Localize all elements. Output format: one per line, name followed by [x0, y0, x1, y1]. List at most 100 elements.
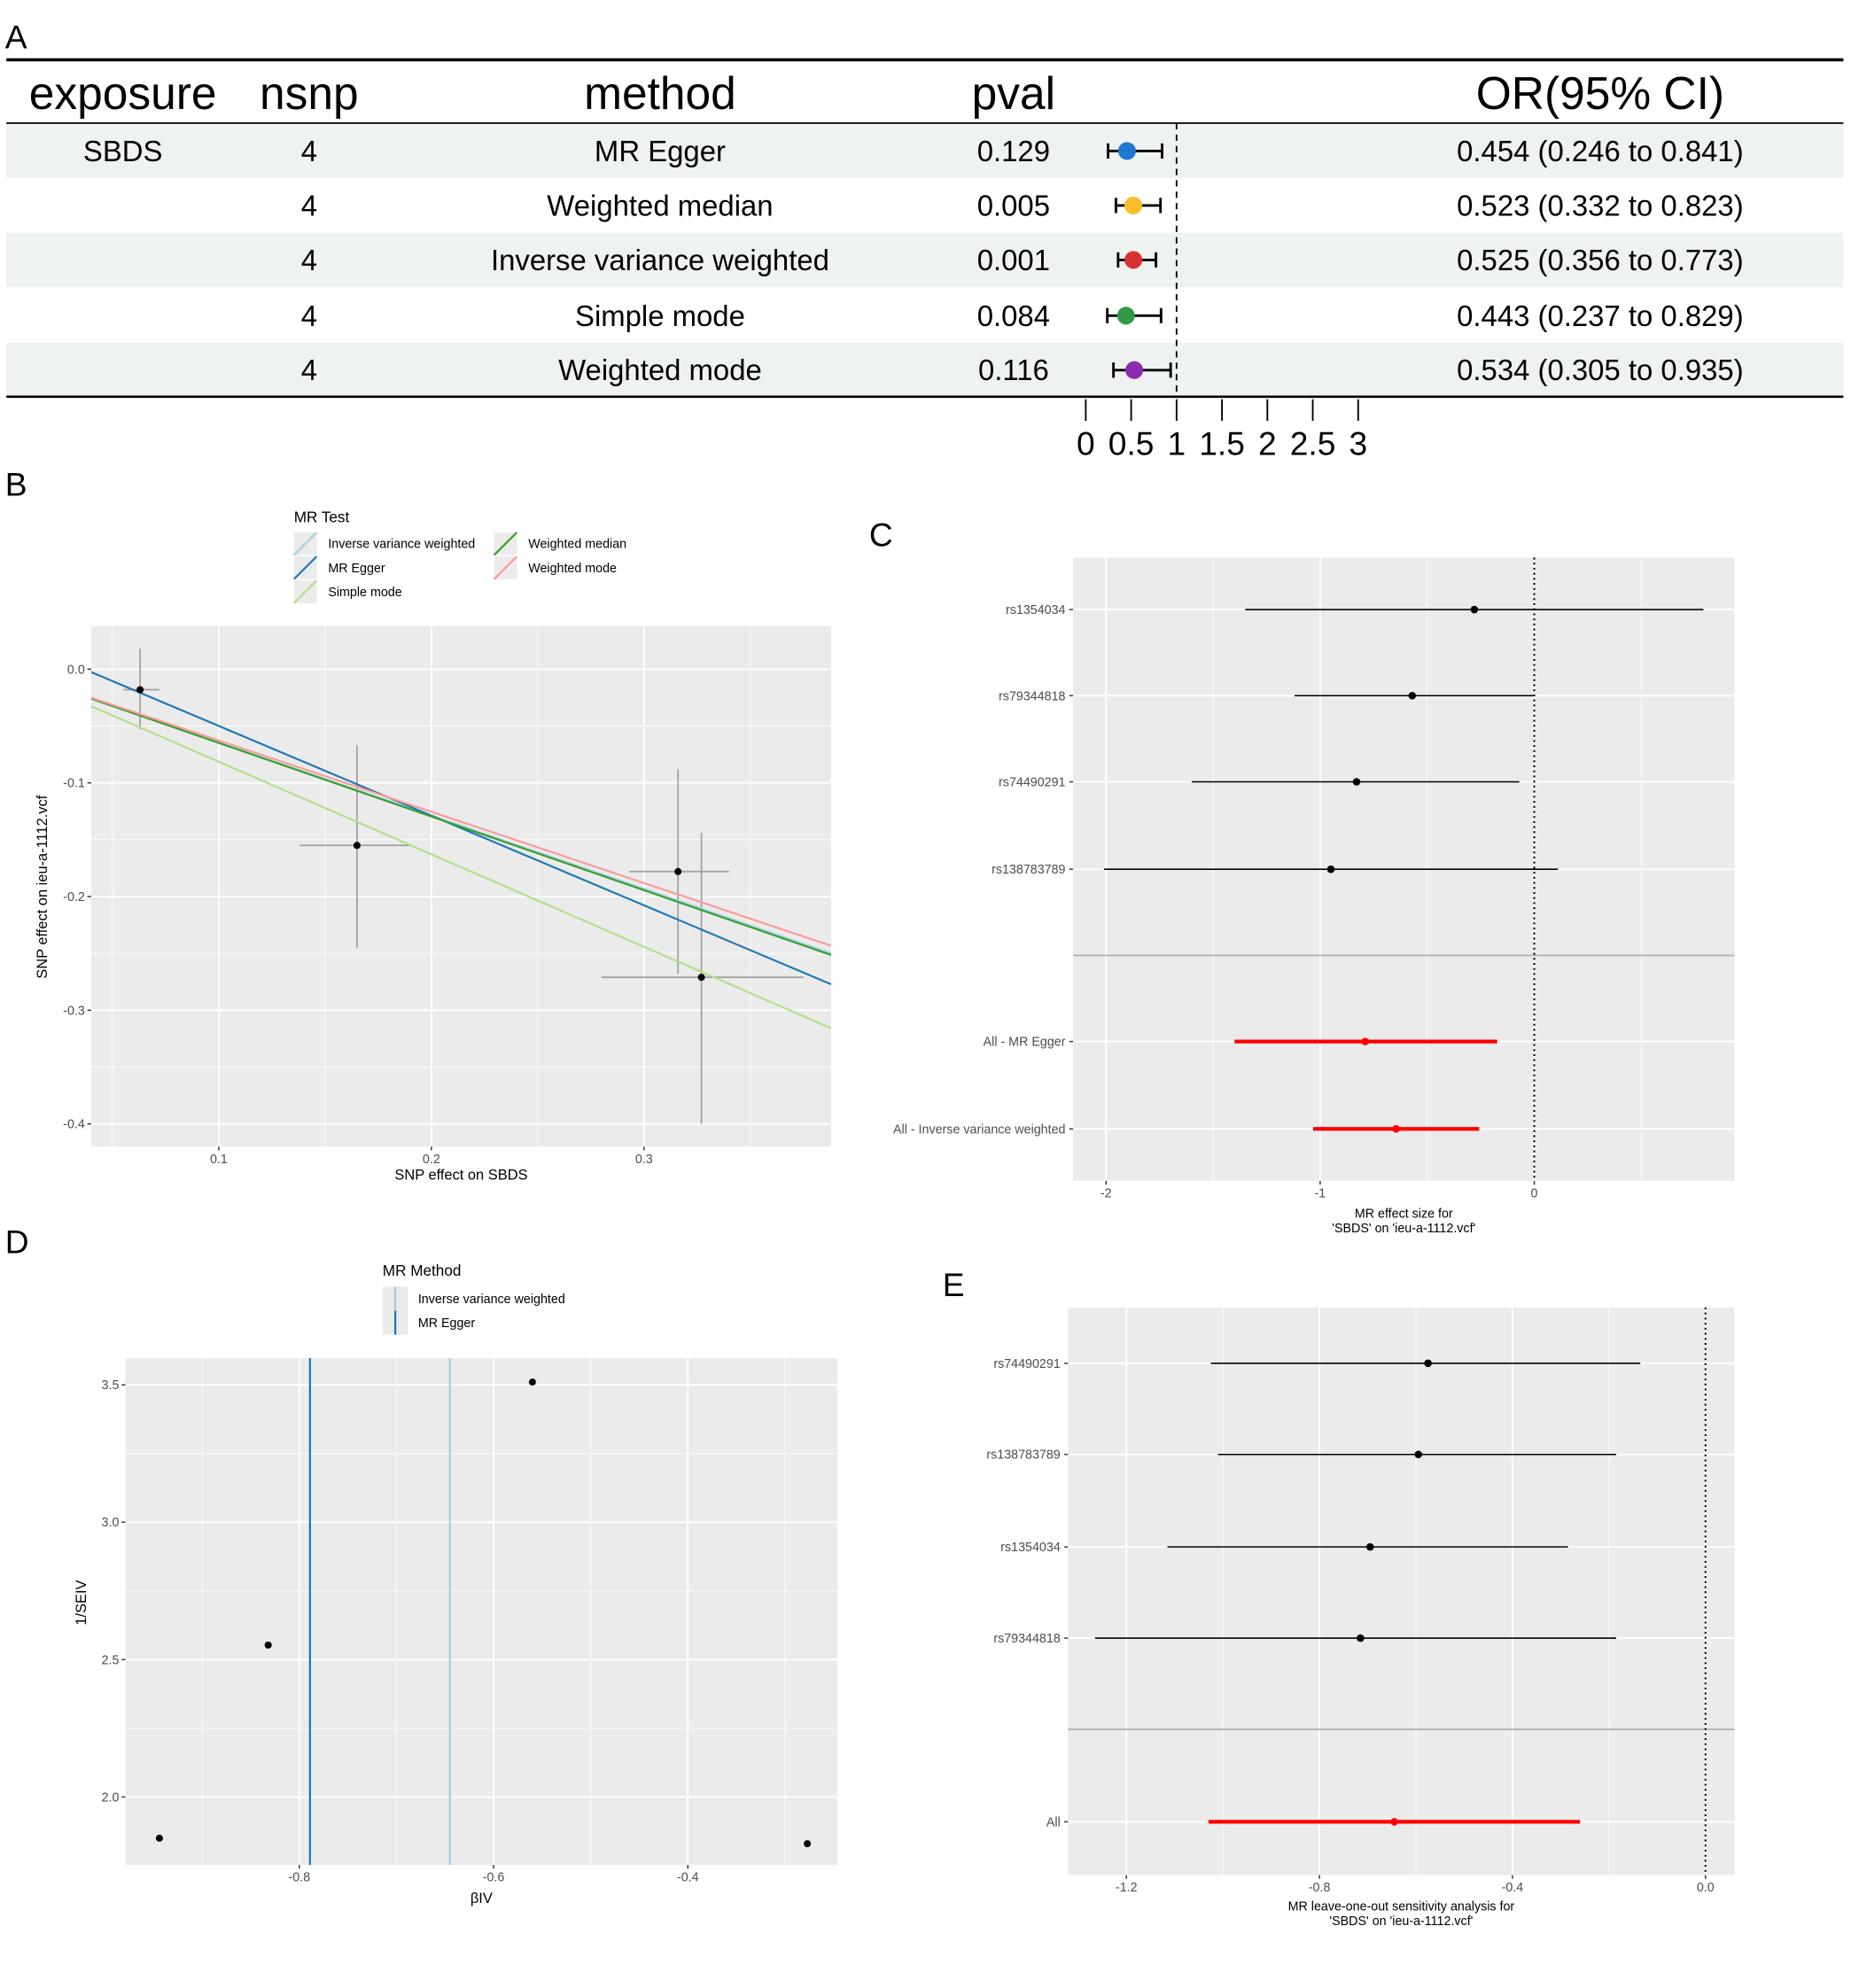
legend-title: MR Test — [294, 508, 350, 525]
cell-pval: 0.001 — [977, 244, 1050, 276]
cell-or-ci: 0.443 (0.237 to 0.829) — [1457, 299, 1744, 332]
y-axis-title: 1/SEIV — [74, 1580, 89, 1625]
legend-title: MR Method — [383, 1262, 462, 1279]
snp-point — [1408, 691, 1417, 700]
plot-marks — [90, 648, 831, 1124]
x-tick-label: -2 — [1100, 1186, 1112, 1200]
snp-point — [1365, 1542, 1374, 1551]
y-tick-label: 3.5 — [102, 1378, 120, 1393]
row-label: All - MR Egger — [984, 1036, 1066, 1050]
x-axis-title: 'SBDS' on 'ieu-a-1112.vcf' — [1329, 1914, 1473, 1929]
legend-line-3 — [493, 532, 518, 556]
legend-label: Inverse variance weighted — [328, 538, 475, 552]
snp-point — [1326, 865, 1335, 874]
row-label: rs1354034 — [1006, 603, 1066, 617]
row-label: rs74490291 — [999, 776, 1065, 790]
x-axis-title: MR effect size for — [1355, 1207, 1453, 1221]
legend-line-0 — [292, 532, 318, 556]
column-header-nsnp: nsnp — [260, 67, 359, 119]
y-axis-title: SNP effect on ieu-a-1112.vcf — [35, 795, 51, 979]
cell-nsnp: 4 — [301, 353, 317, 386]
leave-one-out-plot-e: -1.2 -0.8 -0.4 0.0 rs74490291 rs138783789 rs13… — [986, 1307, 1735, 1929]
x-tick-label: -1.2 — [1116, 1881, 1138, 1895]
snp-point — [528, 1378, 536, 1386]
cell-method: Simple mode — [575, 299, 745, 332]
y-tick-label: 2.0 — [102, 1790, 120, 1805]
table-row-stripe — [6, 123, 1844, 179]
forest-plot-c: -2 -1 0 rs1354034 rs79344818 rs74490291 rs1387… — [893, 557, 1735, 1236]
row-label: rs138783789 — [992, 863, 1065, 877]
row-label: rs79344818 — [993, 1632, 1060, 1646]
legend-line-4 — [493, 555, 518, 580]
mr-results-table: exposure nsnp method pval OR(95% CI) SBDS 4 MR … — [6, 58, 1844, 462]
or-point — [1124, 196, 1142, 214]
cell-method: Weighted mode — [558, 353, 762, 386]
y-tick-label: 3.0 — [102, 1516, 120, 1530]
snp-point — [1414, 1450, 1423, 1459]
table-row-stripe — [6, 343, 1844, 398]
cell-method: Inverse variance weighted — [491, 244, 829, 276]
plot-background — [125, 1358, 838, 1866]
or-point — [1125, 361, 1144, 379]
cell-or-ci: 0.523 (0.332 to 0.823) — [1457, 189, 1744, 221]
or-point — [1124, 251, 1143, 269]
snp-point — [804, 1840, 812, 1848]
cell-nsnp: 4 — [301, 244, 317, 276]
legend-line-2 — [292, 579, 318, 604]
row-label: rs1354034 — [1000, 1541, 1061, 1555]
cell-nsnp: 4 — [301, 135, 317, 167]
axis-tick-label: 1.5 — [1199, 425, 1245, 462]
x-tick-label: -0.8 — [288, 1871, 310, 1885]
plot-background — [1068, 1307, 1735, 1875]
snp-point — [674, 867, 682, 875]
snp-point — [264, 1641, 272, 1649]
x-tick-label: 0.0 — [1697, 1881, 1715, 1895]
cell-pval: 0.084 — [977, 299, 1050, 332]
x-axis-title: MR leave-one-out sensitivity analysis fo… — [1288, 1899, 1515, 1914]
column-header-exposure: exposure — [29, 67, 217, 119]
cell-or-ci: 0.525 (0.356 to 0.773) — [1457, 244, 1744, 276]
x-axis-title: SNP effect on SBDS — [394, 1167, 527, 1183]
snp-point — [1470, 605, 1479, 614]
cell-pval: 0.116 — [978, 353, 1049, 386]
funnel-plot-d: -0.8 -0.6 -0.4 2.0 2.5 3.0 3.5 βIV 1/SEIV MR Meth… — [74, 1262, 838, 1906]
row-label: rs138783789 — [986, 1448, 1060, 1463]
row-label: All - Inverse variance weighted — [893, 1122, 1066, 1137]
column-header-method: method — [584, 67, 736, 119]
x-tick-label: -0.4 — [1502, 1881, 1524, 1895]
cell-nsnp: 4 — [301, 299, 317, 332]
x-tick-label: -1 — [1315, 1186, 1326, 1200]
table-row-stripe — [6, 232, 1844, 288]
snp-point — [1352, 778, 1361, 786]
x-axis-title: 'SBDS' on 'ieu-a-1112.vcf' — [1332, 1222, 1475, 1236]
axis-tick-label: 0.5 — [1108, 425, 1155, 462]
snp-point — [697, 974, 705, 982]
summary-point — [1392, 1124, 1400, 1133]
y-tick-label: 0.0 — [67, 663, 85, 677]
y-tick-label: -0.3 — [63, 1004, 85, 1018]
axis-tick-label: 1 — [1168, 425, 1186, 462]
panel-label-a: A — [5, 19, 27, 56]
x-tick-label: -0.6 — [483, 1871, 505, 1885]
regression-line — [90, 671, 831, 985]
snp-point — [1357, 1634, 1365, 1642]
regression-line — [90, 705, 831, 1029]
legend-label: MR Egger — [418, 1316, 476, 1331]
cell-nsnp: 4 — [301, 189, 317, 221]
panel-label-b: B — [5, 465, 27, 502]
x-tick-label: 0.3 — [635, 1153, 653, 1167]
snp-point — [1424, 1359, 1432, 1368]
summary-point — [1361, 1037, 1369, 1045]
x-tick-label: 0.1 — [210, 1153, 228, 1167]
cell-pval: 0.129 — [977, 135, 1050, 167]
legend-label: Weighted mode — [528, 562, 617, 576]
scatter-plot-b: 0.1 0.2 0.3 0.0 -0.1 -0.2 -0.3 -0.4 SNP effect o… — [35, 508, 831, 1183]
panel-label-d: D — [5, 1223, 29, 1260]
y-tick-label: -0.1 — [63, 777, 85, 791]
x-tick-label: -0.4 — [677, 1871, 699, 1885]
cell-method: Weighted median — [547, 189, 773, 221]
legend-line-1 — [292, 555, 318, 580]
axis-tick-label: 2 — [1258, 425, 1277, 462]
panel-label-e: E — [943, 1266, 965, 1303]
